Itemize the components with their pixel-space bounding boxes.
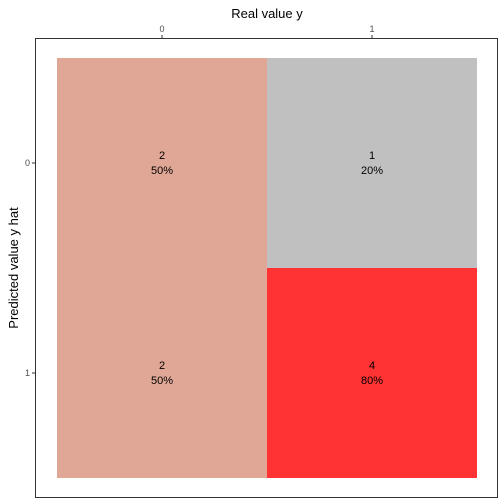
y-tick-label: 1: [25, 368, 30, 378]
panel-border: [35, 38, 498, 498]
cell-count-label: 4: [369, 360, 375, 372]
heatmap-cell: [57, 58, 267, 268]
y-axis-title: Predicted value y hat: [6, 207, 21, 329]
heatmap-cells: 2 50% 1 20% 2 50% 4 80%: [57, 58, 477, 478]
cell-percent-label: 20%: [361, 165, 383, 177]
x-tick-label: 1: [369, 24, 374, 34]
heatmap-cell: [267, 268, 477, 478]
x-axis-title: Real value y: [231, 6, 303, 21]
cell-percent-label: 50%: [151, 375, 173, 387]
cell-percent-label: 50%: [151, 165, 173, 177]
heatmap-cell: [57, 268, 267, 478]
cell-count-label: 1: [369, 150, 375, 162]
heatmap-cell: [267, 58, 477, 268]
cell-percent-label: 80%: [361, 375, 383, 387]
cell-count-label: 2: [159, 360, 165, 372]
x-tick-label: 0: [159, 24, 164, 34]
cell-count-label: 2: [159, 150, 165, 162]
y-tick-label: 0: [25, 158, 30, 168]
